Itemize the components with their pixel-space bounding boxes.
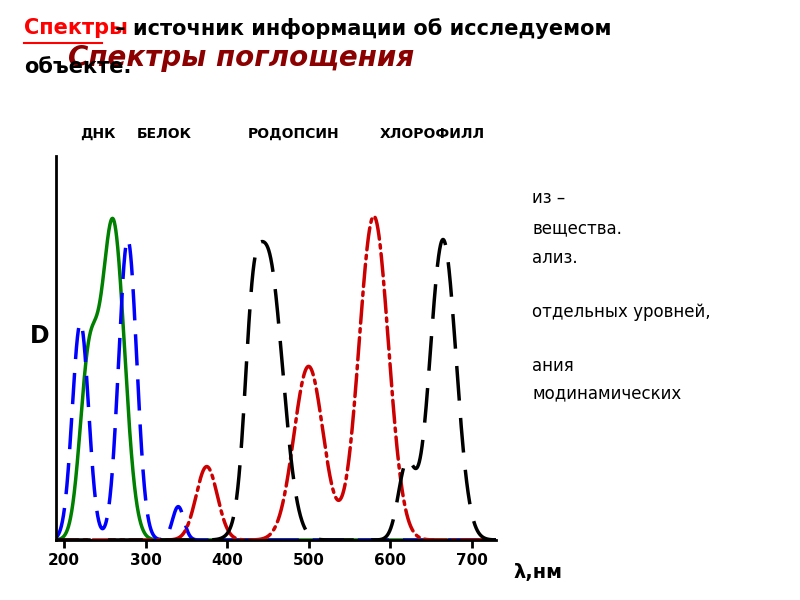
Text: – источник информации об исследуемом: – источник информации об исследуемом <box>108 18 611 39</box>
Text: ания: ания <box>532 357 574 375</box>
Text: модинамических: модинамических <box>532 384 682 402</box>
Y-axis label: D: D <box>30 324 49 348</box>
Text: отдельных уровней,: отдельных уровней, <box>532 303 710 321</box>
Text: ДНК: ДНК <box>80 127 115 140</box>
Text: РОДОПСИН: РОДОПСИН <box>248 127 339 140</box>
Text: Спектры: Спектры <box>24 18 128 38</box>
Text: объекте.: объекте. <box>24 57 131 77</box>
Text: ализ.: ализ. <box>532 249 578 267</box>
Text: БЕЛОК: БЕЛОК <box>136 127 191 140</box>
Text: λ,нм: λ,нм <box>514 563 562 582</box>
Text: из –: из – <box>532 189 566 207</box>
Text: Спектры поглощения: Спектры поглощения <box>68 44 414 71</box>
Text: вещества.: вещества. <box>532 219 622 237</box>
Text: ХЛОРОФИЛЛ: ХЛОРОФИЛЛ <box>380 127 485 140</box>
